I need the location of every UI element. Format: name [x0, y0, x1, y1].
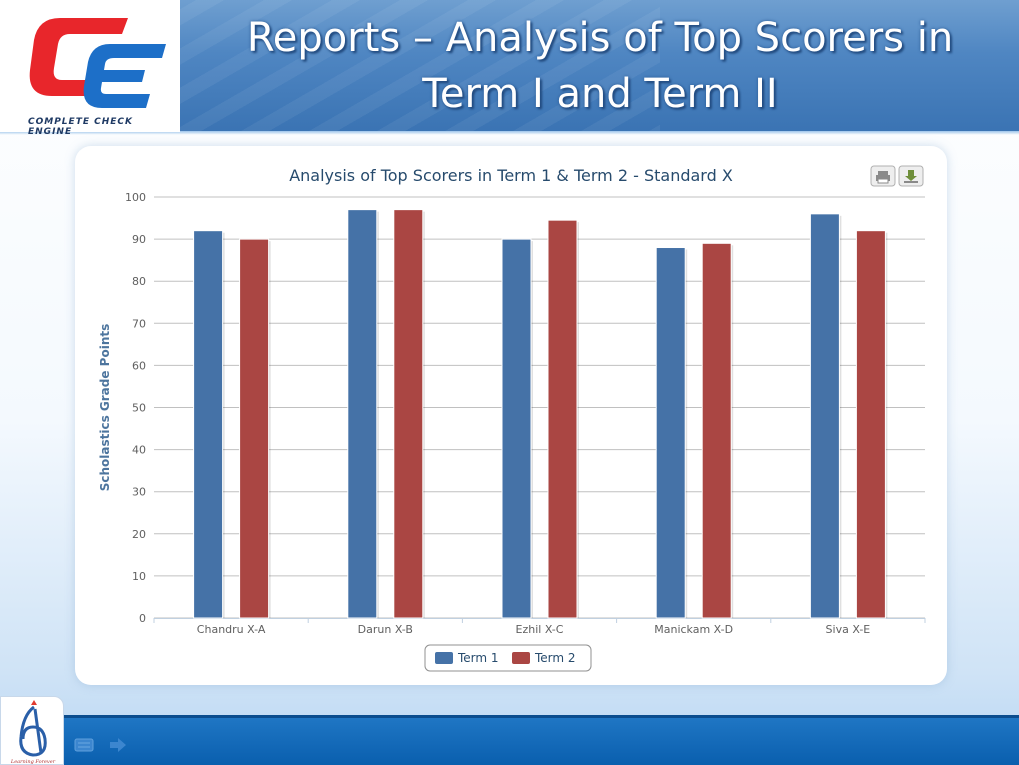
logo-caption: COMPLETE CHECK ENGINE [28, 117, 133, 137]
y-tick-label: 50 [132, 402, 146, 415]
chart-card: Analysis of Top Scorers in Term 1 & Term… [75, 146, 947, 685]
y-tick-label: 20 [132, 528, 146, 541]
learning-logo-icon: Learning Forever [10, 700, 56, 765]
bar-term-2 [701, 242, 732, 619]
slides-icon[interactable] [74, 737, 94, 753]
bar-term-2 [393, 209, 424, 619]
y-tick-label: 10 [132, 570, 146, 583]
slide-title-line1: Reports – Analysis of Top Scorers in [246, 15, 954, 61]
x-tick-label: Chandru X-A [197, 623, 266, 636]
slide-footer [0, 715, 1019, 765]
y-tick-label: 60 [132, 359, 146, 372]
y-tick-label: 40 [132, 444, 146, 457]
bar-term-1 [809, 213, 840, 619]
printer-icon [877, 178, 889, 184]
x-tick-label: Darun X-B [358, 623, 413, 636]
legend-label: Term 1 [457, 651, 499, 665]
footer-logo: Learning Forever [0, 696, 64, 765]
bar-chart: Analysis of Top Scorers in Term 1 & Term… [98, 165, 926, 672]
bar-term-1 [193, 230, 224, 619]
header-divider [0, 131, 1019, 135]
cce-logo-icon [29, 18, 166, 108]
footer-logo-caption: Learning Forever [10, 759, 56, 765]
x-tick-label: Siva X-E [826, 623, 871, 636]
legend-swatch [512, 652, 530, 664]
chart-title: Analysis of Top Scorers in Term 1 & Term… [289, 166, 733, 185]
bar-term-1 [501, 238, 532, 619]
legend-box [424, 644, 592, 672]
bar-term-2 [239, 238, 270, 619]
y-tick-label: 0 [139, 612, 146, 625]
logo-panel: COMPLETE CHECK ENGINE [0, 0, 180, 137]
y-tick-label: 90 [132, 233, 146, 246]
y-tick-label: 100 [125, 191, 146, 204]
bar-term-1 [655, 247, 686, 619]
x-tick-label: Ezhil X-C [516, 623, 564, 636]
y-tick-label: 30 [132, 486, 146, 499]
x-tick-label: Manickam X-D [654, 623, 733, 636]
download-icon [904, 181, 918, 183]
download-icon [905, 170, 917, 181]
printer-icon [876, 175, 890, 181]
y-tick-label: 70 [132, 317, 146, 330]
next-arrow-icon[interactable] [108, 737, 128, 753]
bar-term-2 [547, 219, 578, 619]
legend-label: Term 2 [534, 651, 576, 665]
bar-term-2 [855, 230, 886, 619]
slide-title-line2: Term I and Term II [422, 71, 778, 117]
legend-swatch [435, 652, 453, 664]
printer-icon [878, 171, 888, 175]
y-axis-title: Scholastics Grade Points [98, 324, 112, 492]
bar-term-1 [347, 209, 378, 619]
y-tick-label: 80 [132, 275, 146, 288]
slide-title: Reports – Analysis of Top Scorers in Ter… [195, 10, 1005, 122]
